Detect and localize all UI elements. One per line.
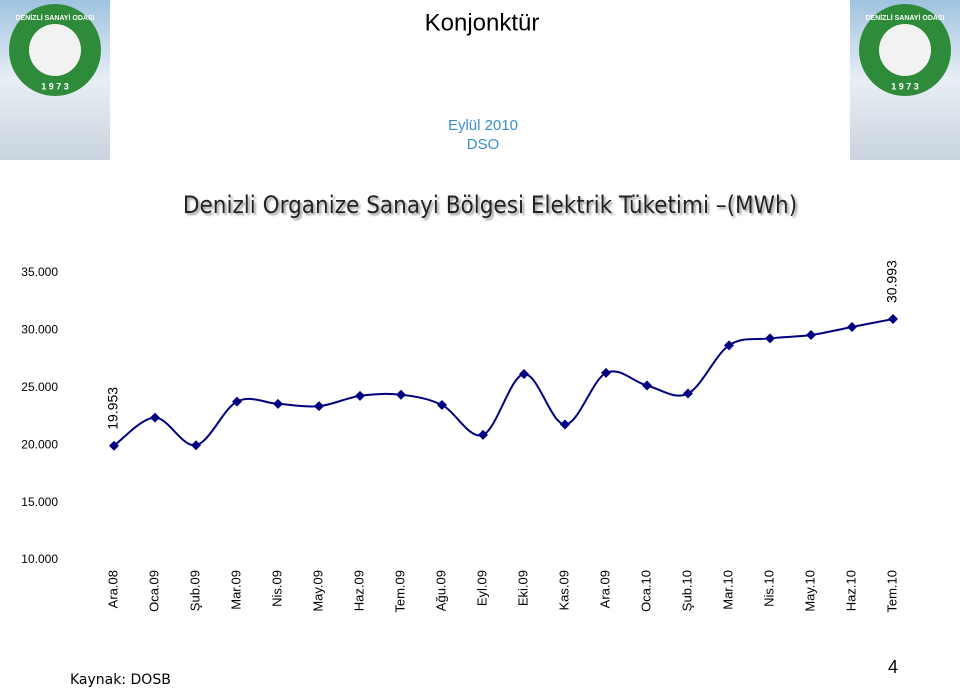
x-tick-label: Haz.09 bbox=[351, 570, 366, 611]
marker bbox=[560, 419, 570, 430]
marker bbox=[109, 440, 119, 451]
marker bbox=[806, 329, 816, 340]
marker bbox=[191, 440, 201, 451]
marker bbox=[437, 400, 447, 411]
marker bbox=[519, 369, 529, 380]
logo-name: DENİZLİ SANAYİ ODASI bbox=[865, 14, 944, 22]
x-tick-label: Tem.09 bbox=[392, 570, 407, 613]
y-tick-label: 25.000 bbox=[21, 380, 58, 394]
x-tick-label: Nis.09 bbox=[269, 570, 284, 607]
x-tick-label: Şub.10 bbox=[679, 570, 694, 611]
logo-left: DENİZLİ SANAYİ ODASI 1 9 7 3 bbox=[0, 0, 110, 160]
x-tick-label: Mar.10 bbox=[720, 570, 735, 610]
x-tick-label: Ağu.09 bbox=[433, 570, 448, 611]
x-tick-label: Ara.09 bbox=[597, 570, 612, 608]
marker bbox=[683, 388, 693, 399]
marker bbox=[642, 380, 652, 391]
chart-title: Denizli Organize Sanayi Bölgesi Elektrik… bbox=[183, 191, 797, 219]
x-tick-label: Mar.09 bbox=[228, 570, 243, 610]
x-tick-label: Oca.09 bbox=[146, 570, 161, 612]
x-tick-label: Tem.10 bbox=[884, 570, 899, 613]
page-number: 4 bbox=[888, 657, 898, 677]
y-tick-label: 20.000 bbox=[21, 437, 58, 451]
marker bbox=[314, 401, 324, 412]
x-tick-label: Eyl.09 bbox=[474, 570, 489, 606]
y-tick-label: 10.000 bbox=[21, 552, 58, 566]
marker bbox=[888, 314, 898, 325]
marker bbox=[150, 412, 160, 423]
x-tick-label: Eki.09 bbox=[515, 570, 530, 606]
line bbox=[113, 318, 894, 447]
marker bbox=[601, 367, 611, 378]
logo-right: DENİZLİ SANAYİ ODASI 1 9 7 3 bbox=[850, 0, 960, 160]
marker bbox=[355, 390, 365, 401]
value-label: 30.993 bbox=[884, 260, 900, 303]
y-tick-label: 35.000 bbox=[21, 265, 58, 279]
date: Eylül 2010 bbox=[448, 117, 518, 134]
value-label: 19.953 bbox=[105, 387, 121, 430]
org: DSO bbox=[467, 136, 500, 153]
x-tick-label: Kas.09 bbox=[556, 570, 571, 610]
x-tick-label: Oca.10 bbox=[638, 570, 653, 612]
marker bbox=[396, 389, 406, 400]
marker bbox=[232, 396, 242, 407]
y-tick-label: 30.000 bbox=[21, 323, 58, 337]
x-tick-label: May.10 bbox=[802, 570, 817, 612]
logo-name: DENİZLİ SANAYİ ODASI bbox=[15, 14, 94, 22]
marker bbox=[273, 398, 283, 409]
slide-title: Konjonktür bbox=[425, 9, 540, 36]
x-tick-label: May.09 bbox=[310, 570, 325, 612]
x-tick-label: Ara.08 bbox=[105, 570, 120, 608]
x-tick-label: Nis.10 bbox=[761, 570, 776, 607]
logo-year: 1 9 7 3 bbox=[41, 81, 69, 91]
y-tick-label: 15.000 bbox=[21, 495, 58, 509]
source: Kaynak: DOSB bbox=[70, 672, 171, 688]
x-tick-label: Şub.09 bbox=[187, 570, 202, 611]
plot: 10.000 15.000 20.000 25.000 30.000 35.000 Ara.… bbox=[21, 260, 899, 613]
marker bbox=[847, 321, 857, 332]
marker bbox=[765, 333, 775, 344]
marker bbox=[478, 429, 488, 440]
x-tick-label: Haz.10 bbox=[843, 570, 858, 611]
marker bbox=[724, 340, 734, 351]
logo-year: 1 9 7 3 bbox=[891, 81, 919, 91]
